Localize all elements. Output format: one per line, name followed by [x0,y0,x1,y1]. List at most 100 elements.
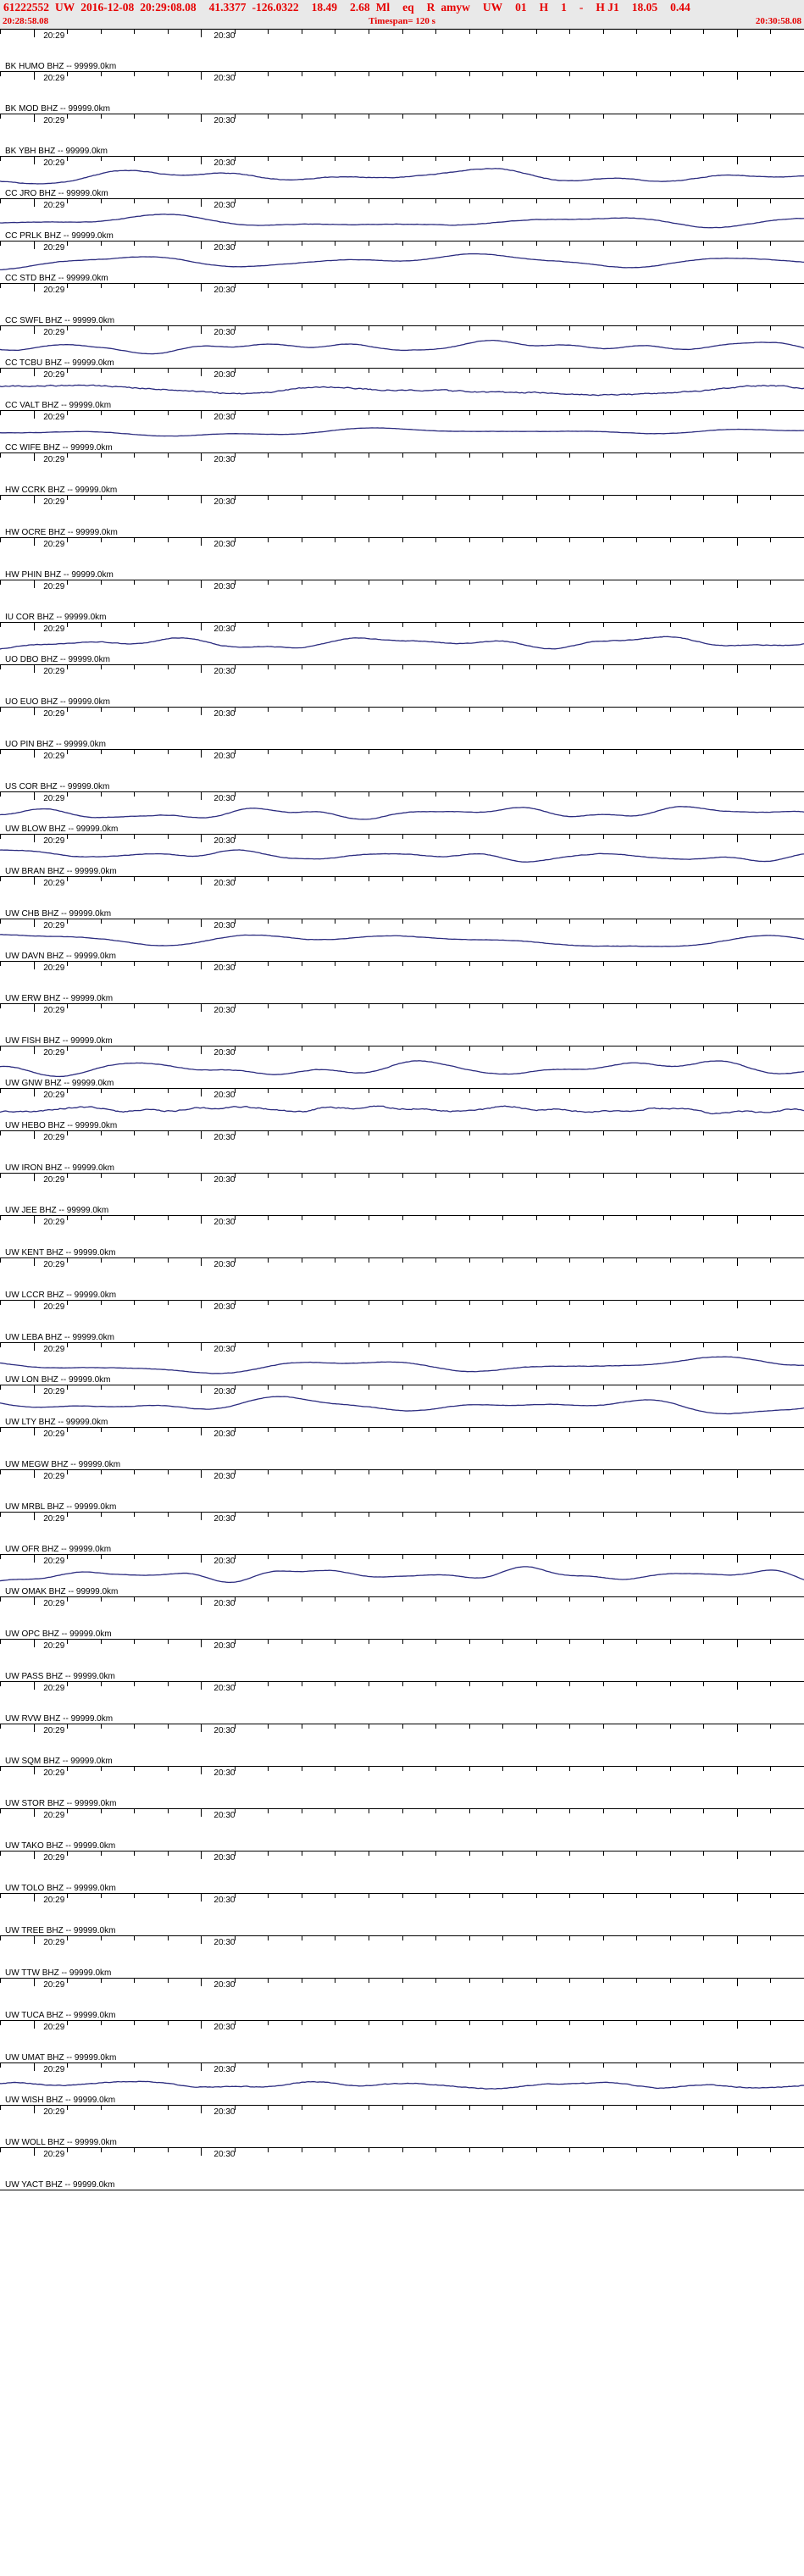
channel-label[interactable]: BK YBH BHZ -- 99999.0km [5,147,108,156]
trace-row[interactable]: 20:29 20:30 UW WISH BHZ -- 99999.0km [0,2063,804,2106]
trace-row[interactable]: 20:29 20:30 UW TAKO BHZ -- 99999.0km [0,1809,804,1852]
trace-row[interactable]: 20:29 20:30 UW GNW BHZ -- 99999.0km [0,1046,804,1089]
trace-row[interactable]: 20:29 20:30 UW MRBL BHZ -- 99999.0km [0,1470,804,1513]
trace-row[interactable]: 20:29 20:30 UO DBO BHZ -- 99999.0km [0,623,804,665]
channel-label[interactable]: UW SQM BHZ -- 99999.0km [5,1757,113,1766]
trace-row[interactable]: 20:29 20:30 UW WOLL BHZ -- 99999.0km [0,2106,804,2148]
channel-label[interactable]: BK MOD BHZ -- 99999.0km [5,104,110,114]
channel-label[interactable]: CC SWFL BHZ -- 99999.0km [5,316,115,325]
trace-row[interactable]: 20:29 20:30 CC WIFE BHZ -- 99999.0km [0,411,804,453]
channel-label[interactable]: CC PRLK BHZ -- 99999.0km [5,231,114,241]
channel-label[interactable]: UW LTY BHZ -- 99999.0km [5,1418,108,1427]
trace-row[interactable]: 20:29 20:30 UW YACT BHZ -- 99999.0km [0,2148,804,2190]
channel-label[interactable]: UW FISH BHZ -- 99999.0km [5,1036,113,1046]
trace-row[interactable]: 20:29 20:30 UW FISH BHZ -- 99999.0km [0,1004,804,1046]
trace-row[interactable]: 20:29 20:30 HW OCRE BHZ -- 99999.0km [0,496,804,538]
channel-label[interactable]: UW OPC BHZ -- 99999.0km [5,1629,112,1639]
channel-label[interactable]: UW PASS BHZ -- 99999.0km [5,1672,115,1681]
channel-label[interactable]: UW ERW BHZ -- 99999.0km [5,994,114,1003]
trace-row[interactable]: 20:29 20:30 HW CCRK BHZ -- 99999.0km [0,453,804,496]
channel-label[interactable]: UW TAKO BHZ -- 99999.0km [5,1841,116,1851]
channel-label[interactable]: UW BLOW BHZ -- 99999.0km [5,824,119,834]
channel-label[interactable]: UW RVW BHZ -- 99999.0km [5,1714,114,1724]
trace-row[interactable]: 20:29 20:30 UW LTY BHZ -- 99999.0km [0,1385,804,1428]
trace-row[interactable]: 20:29 20:30 UW ERW BHZ -- 99999.0km [0,962,804,1004]
channel-label[interactable]: UW MEGW BHZ -- 99999.0km [5,1460,121,1469]
trace-row[interactable]: 20:29 20:30 UW MEGW BHZ -- 99999.0km [0,1428,804,1470]
channel-label[interactable]: BK HUMO BHZ -- 99999.0km [5,62,117,71]
trace-row[interactable]: 20:29 20:30 CC STD BHZ -- 99999.0km [0,242,804,284]
channel-label[interactable]: HW PHIN BHZ -- 99999.0km [5,570,114,580]
trace-row[interactable]: 20:29 20:30 UO PIN BHZ -- 99999.0km [0,708,804,750]
channel-label[interactable]: UW OMAK BHZ -- 99999.0km [5,1587,119,1596]
trace-row[interactable]: 20:29 20:30 UW TTW BHZ -- 99999.0km [0,1936,804,1979]
channel-label[interactable]: UO PIN BHZ -- 99999.0km [5,740,106,749]
channel-label[interactable]: UW CHB BHZ -- 99999.0km [5,909,112,919]
channel-label[interactable]: UW LCCR BHZ -- 99999.0km [5,1291,117,1300]
trace-row[interactable]: 20:29 20:30 UW JEE BHZ -- 99999.0km [0,1174,804,1216]
trace-row[interactable]: 20:29 20:30 UW LON BHZ -- 99999.0km [0,1343,804,1385]
trace-row[interactable]: 20:29 20:30 US COR BHZ -- 99999.0km [0,750,804,792]
channel-label[interactable]: UW JEE BHZ -- 99999.0km [5,1206,109,1215]
channel-label[interactable]: HW CCRK BHZ -- 99999.0km [5,486,118,495]
trace-row[interactable]: 20:29 20:30 BK YBH BHZ -- 99999.0km [0,114,804,157]
channel-label[interactable]: UW TTW BHZ -- 99999.0km [5,1968,112,1978]
trace-row[interactable]: 20:29 20:30 UW IRON BHZ -- 99999.0km [0,1131,804,1174]
trace-row[interactable]: 20:29 20:30 UW OMAK BHZ -- 99999.0km [0,1555,804,1597]
trace-row[interactable]: 20:29 20:30 CC SWFL BHZ -- 99999.0km [0,284,804,326]
channel-label[interactable]: UW TUCA BHZ -- 99999.0km [5,2011,116,2020]
channel-label[interactable]: UW OFR BHZ -- 99999.0km [5,1545,112,1554]
channel-label[interactable]: UO DBO BHZ -- 99999.0km [5,655,110,664]
channel-label[interactable]: UW YACT BHZ -- 99999.0km [5,2180,115,2190]
trace-row[interactable]: 20:29 20:30 UW TUCA BHZ -- 99999.0km [0,1979,804,2021]
trace-row[interactable]: 20:29 20:30 UW BLOW BHZ -- 99999.0km [0,792,804,835]
trace-row[interactable]: 20:29 20:30 UW TREE BHZ -- 99999.0km [0,1894,804,1936]
channel-label[interactable]: UW WOLL BHZ -- 99999.0km [5,2138,117,2147]
trace-row[interactable]: 20:29 20:30 UW STOR BHZ -- 99999.0km [0,1767,804,1809]
trace-row[interactable]: 20:29 20:30 UW BRAN BHZ -- 99999.0km [0,835,804,877]
channel-label[interactable]: CC WIFE BHZ -- 99999.0km [5,443,113,452]
channel-label[interactable]: UW HEBO BHZ -- 99999.0km [5,1121,118,1130]
trace-row[interactable]: 20:29 20:30 UW KENT BHZ -- 99999.0km [0,1216,804,1258]
channel-label[interactable]: CC VALT BHZ -- 99999.0km [5,401,112,410]
channel-label[interactable]: CC TCBU BHZ -- 99999.0km [5,358,114,368]
channel-label[interactable]: UW KENT BHZ -- 99999.0km [5,1248,116,1257]
channel-label[interactable]: UW TOLO BHZ -- 99999.0km [5,1884,116,1893]
trace-row[interactable]: 20:29 20:30 IU COR BHZ -- 99999.0km [0,580,804,623]
trace-row[interactable]: 20:29 20:30 CC TCBU BHZ -- 99999.0km [0,326,804,369]
channel-label[interactable]: CC JRO BHZ -- 99999.0km [5,189,108,198]
trace-row[interactable]: 20:29 20:30 UW OPC BHZ -- 99999.0km [0,1597,804,1640]
channel-label[interactable]: UW TREE BHZ -- 99999.0km [5,1926,116,1935]
trace-row[interactable]: 20:29 20:30 CC VALT BHZ -- 99999.0km [0,369,804,411]
trace-row[interactable]: 20:29 20:30 UW PASS BHZ -- 99999.0km [0,1640,804,1682]
channel-label[interactable]: UW IRON BHZ -- 99999.0km [5,1163,114,1173]
channel-label[interactable]: UW LON BHZ -- 99999.0km [5,1375,111,1385]
trace-row[interactable]: 20:29 20:30 UW LEBA BHZ -- 99999.0km [0,1301,804,1343]
trace-row[interactable]: 20:29 20:30 UO EUO BHZ -- 99999.0km [0,665,804,708]
trace-row[interactable]: 20:29 20:30 UW DAVN BHZ -- 99999.0km [0,919,804,962]
trace-row[interactable]: 20:29 20:30 UW OFR BHZ -- 99999.0km [0,1513,804,1555]
trace-row[interactable]: 20:29 20:30 BK HUMO BHZ -- 99999.0km [0,30,804,72]
trace-row[interactable]: 20:29 20:30 CC PRLK BHZ -- 99999.0km [0,199,804,242]
channel-label[interactable]: UW GNW BHZ -- 99999.0km [5,1079,114,1088]
channel-label[interactable]: IU COR BHZ -- 99999.0km [5,613,107,622]
trace-row[interactable]: 20:29 20:30 UW LCCR BHZ -- 99999.0km [0,1258,804,1301]
trace-row[interactable]: 20:29 20:30 UW HEBO BHZ -- 99999.0km [0,1089,804,1131]
trace-row[interactable]: 20:29 20:30 UW RVW BHZ -- 99999.0km [0,1682,804,1724]
channel-label[interactable]: US COR BHZ -- 99999.0km [5,782,110,791]
channel-label[interactable]: UW STOR BHZ -- 99999.0km [5,1799,117,1808]
trace-row[interactable]: 20:29 20:30 UW SQM BHZ -- 99999.0km [0,1724,804,1767]
trace-row[interactable]: 20:29 20:30 CC JRO BHZ -- 99999.0km [0,157,804,199]
channel-label[interactable]: UO EUO BHZ -- 99999.0km [5,697,110,707]
channel-label[interactable]: UW WISH BHZ -- 99999.0km [5,2096,116,2105]
trace-row[interactable]: 20:29 20:30 HW PHIN BHZ -- 99999.0km [0,538,804,580]
channel-label[interactable]: UW UMAT BHZ -- 99999.0km [5,2053,117,2062]
channel-label[interactable]: UW BRAN BHZ -- 99999.0km [5,867,117,876]
trace-row[interactable]: 20:29 20:30 BK MOD BHZ -- 99999.0km [0,72,804,114]
trace-row[interactable]: 20:29 20:30 UW TOLO BHZ -- 99999.0km [0,1852,804,1894]
channel-label[interactable]: UW MRBL BHZ -- 99999.0km [5,1502,117,1512]
trace-row[interactable]: 20:29 20:30 UW UMAT BHZ -- 99999.0km [0,2021,804,2063]
channel-label[interactable]: UW LEBA BHZ -- 99999.0km [5,1333,114,1342]
trace-row[interactable]: 20:29 20:30 UW CHB BHZ -- 99999.0km [0,877,804,919]
channel-label[interactable]: CC STD BHZ -- 99999.0km [5,274,108,283]
